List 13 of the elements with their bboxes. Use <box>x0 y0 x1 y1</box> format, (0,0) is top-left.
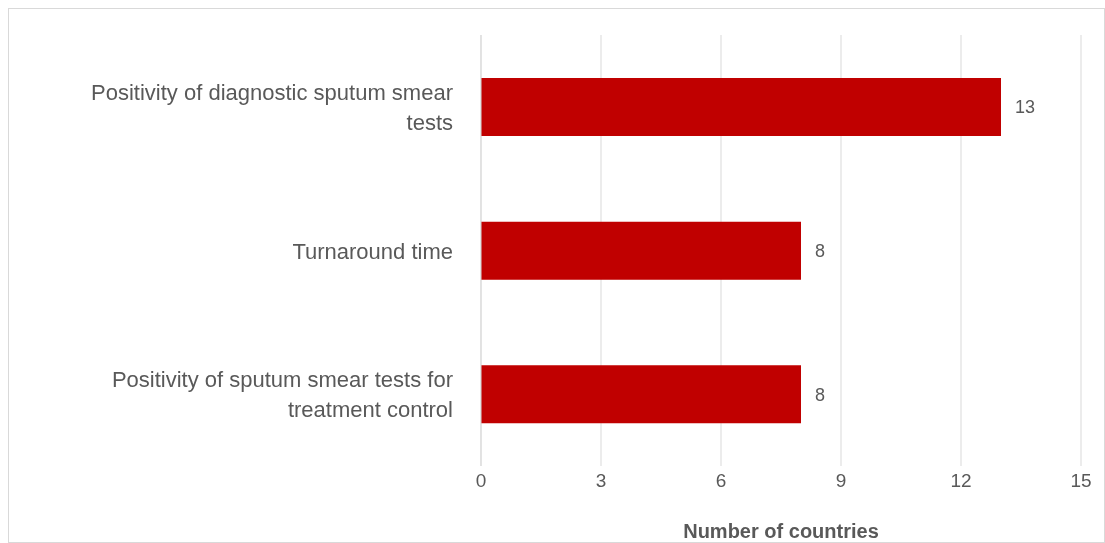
data-label: 13 <box>1015 97 1036 118</box>
y-tick-label: Turnaround time <box>292 238 453 263</box>
x-tick-label: 15 <box>1070 470 1092 492</box>
y-tick-label: Positivity of sputum smear tests for treatment control <box>111 366 453 422</box>
x-tick-label: 6 <box>715 470 727 492</box>
x-tick-label: 0 <box>475 470 487 492</box>
x-tick-label: 9 <box>835 470 847 492</box>
y-tick-label: Positivity of diagnostic sputum smear tests <box>91 79 453 135</box>
x-axis-title: Number of countries <box>683 520 879 542</box>
data-label: 8 <box>815 241 826 262</box>
data-label: 8 <box>815 384 826 405</box>
x-tick-label: 12 <box>950 470 972 492</box>
x-tick-label: 3 <box>595 470 607 492</box>
